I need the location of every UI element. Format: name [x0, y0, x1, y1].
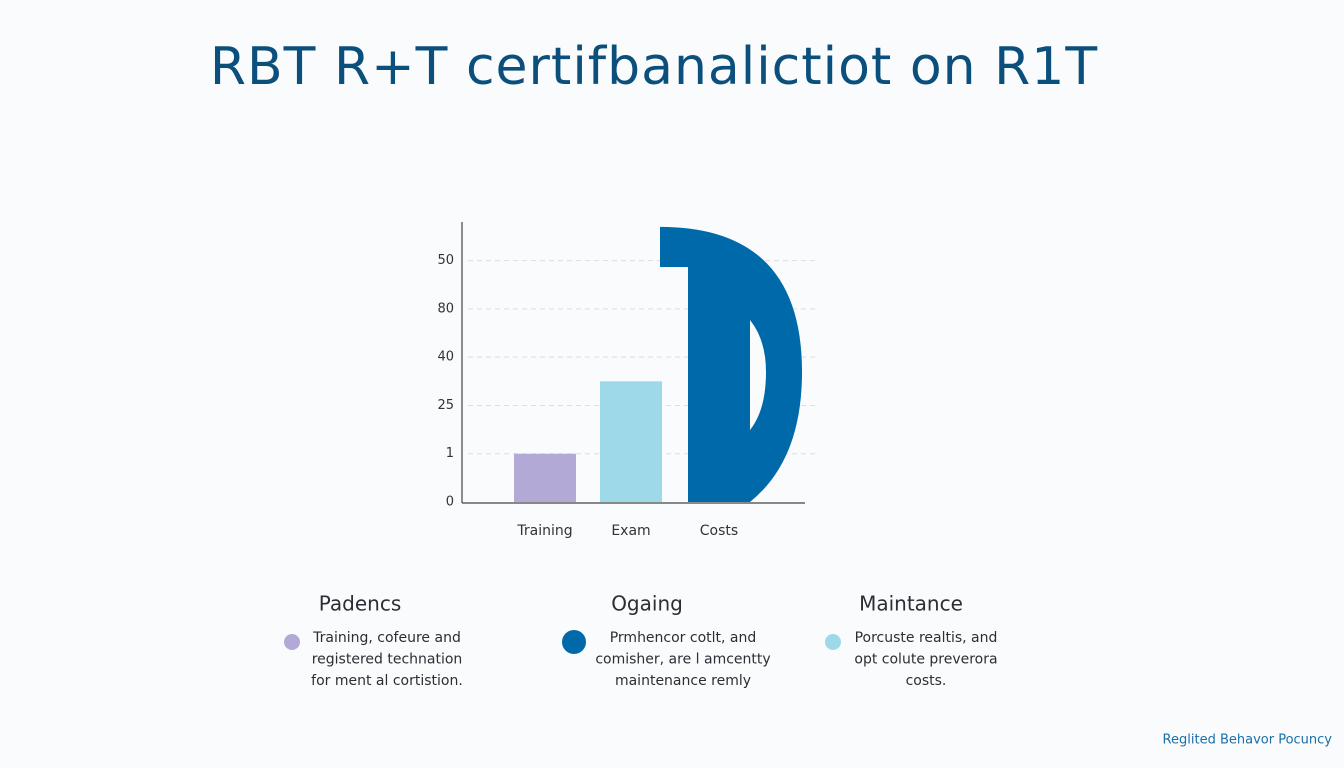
y-tick-label: 50	[437, 253, 454, 268]
legend-text: Training, cofeure and	[312, 630, 461, 646]
y-tick-label: 1	[446, 446, 454, 461]
legend-text: costs.	[906, 673, 947, 689]
chart-title: RBT R+T certifbanalictiot on R1T	[210, 37, 1098, 97]
legend-dot	[825, 634, 841, 650]
legend-heading: Padencs	[319, 592, 402, 616]
legend-text: for ment al cortistion.	[311, 673, 463, 689]
x-tick-label: Exam	[611, 523, 650, 539]
bar	[600, 381, 662, 502]
x-tick-label: Training	[516, 523, 572, 539]
legend-heading: Maintance	[859, 592, 963, 616]
bar	[514, 453, 576, 502]
legend-text: registered technation	[312, 652, 463, 668]
legend-text: maintenance remly	[615, 673, 751, 689]
legend-text: comisher, are l amcentty	[595, 652, 770, 668]
legend-dot	[562, 630, 586, 654]
footer: Reglited Behavor Pocuncy	[1163, 733, 1333, 748]
y-tick-label: 25	[437, 398, 454, 413]
legend-text: Prmhencor cotlt, and	[610, 630, 757, 646]
legend-text: opt colute preverora	[854, 652, 997, 668]
y-tick-label: 40	[437, 350, 454, 365]
bar	[660, 226, 802, 503]
y-tick-label: 0	[446, 495, 454, 510]
y-tick-label: 80	[437, 301, 454, 316]
legend-dot	[284, 634, 300, 650]
x-tick-label: Costs	[700, 523, 738, 539]
bar-cutout	[750, 320, 766, 430]
legend-heading: Ogaing	[611, 592, 683, 616]
legend-text: Porcuste realtis, and	[855, 630, 998, 646]
